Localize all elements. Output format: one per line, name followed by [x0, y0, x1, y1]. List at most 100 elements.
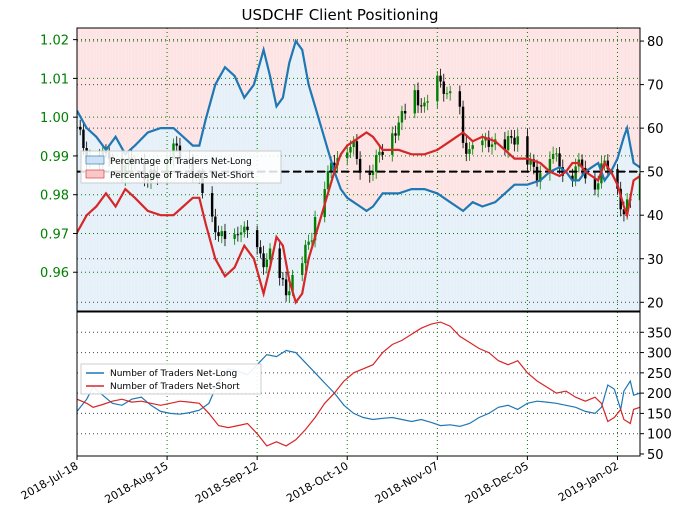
- candle-body: [426, 101, 429, 103]
- candle-body: [400, 110, 404, 123]
- bottom-series-lines: [77, 321, 640, 447]
- top-legend: Percentage of Traders Net-Long Percentag…: [80, 150, 282, 184]
- candle-body: [284, 279, 288, 296]
- left-axis: 0.96 0.97 0.98 0.99 1.00 1.01 1.02: [40, 34, 77, 281]
- net-long-percentage-line: [77, 38, 640, 213]
- candle-body: [622, 209, 626, 215]
- candle-body: [593, 178, 597, 190]
- candle-body: [307, 241, 310, 245]
- x-axis: 2018-Jul-18 2018-Aug-15 2018-Sep-12 2018-Oc…: [19, 456, 621, 506]
- candle-body: [374, 155, 378, 172]
- candle-body: [513, 137, 516, 145]
- candle-body: [301, 263, 304, 275]
- candle-body: [201, 176, 204, 194]
- candle-body: [420, 105, 423, 107]
- right-tick-label: 20: [647, 296, 664, 311]
- right-tick-label: 30: [647, 253, 664, 268]
- candle-body: [555, 153, 558, 155]
- left-tick-label: 1.01: [40, 72, 69, 87]
- right-tick-label: 70: [647, 79, 664, 94]
- left-tick-label: 0.99: [40, 150, 69, 165]
- candle-body: [371, 171, 375, 175]
- top-series-lines: [77, 38, 640, 305]
- candle-body: [484, 137, 487, 141]
- right-tick-label: 50: [647, 448, 664, 463]
- candle-body: [329, 162, 333, 172]
- candle-body: [458, 91, 462, 107]
- x-tick-label: 2018-Sep-12: [193, 459, 261, 506]
- candle-body: [574, 166, 577, 180]
- candle-body: [532, 159, 536, 167]
- candle-body: [79, 126, 82, 130]
- candle-body: [413, 90, 416, 114]
- x-tick-label: 2019-Jan-02: [556, 459, 621, 504]
- candle-body: [558, 153, 561, 168]
- candle-body: [175, 143, 178, 146]
- candle-body: [304, 244, 307, 264]
- candle-body: [529, 159, 532, 165]
- candle-body: [403, 110, 407, 114]
- candle-body: [313, 217, 317, 241]
- candle-body: [259, 247, 262, 254]
- candle-body: [539, 173, 542, 182]
- net-short-shaded-area: [77, 28, 640, 211]
- legend-swatch-net-short-pct: [85, 169, 105, 179]
- candle-body: [391, 133, 394, 155]
- candle-body: [239, 232, 243, 235]
- candle-body: [571, 175, 574, 180]
- candle-body: [596, 183, 600, 190]
- bottom-panel-frame: [76, 311, 641, 457]
- top-legend-box: [80, 150, 282, 184]
- x-tick-label: 2018-Aug-15: [102, 459, 170, 506]
- right-tick-label: 60: [647, 122, 664, 137]
- right-tick-label: 300: [647, 347, 672, 362]
- left-tick-label: 0.98: [40, 189, 69, 204]
- candle-body: [535, 166, 539, 182]
- x-tick-label: 2018-Oct-10: [284, 459, 350, 505]
- candle-body: [210, 193, 214, 217]
- candle-body: [378, 151, 381, 156]
- candle-body: [288, 291, 291, 296]
- candle-body: [487, 137, 490, 147]
- net-long-count-line: [77, 349, 640, 428]
- candle-body: [471, 145, 474, 150]
- candle-body: [510, 136, 513, 138]
- bottom-legend-box: [80, 363, 262, 395]
- candle-body: [516, 136, 519, 145]
- x-tick-label: 2018-Dec-05: [463, 459, 531, 506]
- candle-body: [448, 91, 452, 94]
- candle-body: [233, 234, 236, 239]
- candle-body: [436, 75, 439, 102]
- candle-body: [349, 146, 352, 153]
- candle-body: [551, 154, 555, 159]
- legend-label-net-long-pct: Percentage of Traders Net-Long: [110, 157, 252, 167]
- candle-body: [77, 126, 79, 128]
- candle-body: [381, 151, 384, 155]
- candle-body: [439, 75, 442, 82]
- candle-body: [397, 122, 400, 136]
- right-tick-label: 250: [647, 367, 672, 382]
- candle-body: [265, 259, 269, 268]
- candle-body: [580, 159, 584, 168]
- candle-body: [236, 234, 240, 236]
- price-candlesticks: [77, 68, 640, 303]
- candle-body: [217, 232, 220, 237]
- top-panel-frame: [76, 27, 641, 312]
- candle-body: [638, 173, 640, 201]
- candle-body: [220, 231, 223, 237]
- candle-body: [352, 141, 355, 147]
- legend-label-net-short-pct: Percentage of Traders Net-Short: [110, 171, 255, 181]
- x-tick-label: 2018-Jul-18: [19, 459, 81, 502]
- candle-body: [526, 136, 529, 165]
- candle-body: [346, 152, 349, 159]
- candle-body: [214, 216, 217, 233]
- right-axis-top: 20 30 40 50 60 70 80: [640, 35, 664, 311]
- bottom-legend: Number of Traders Net-Long Number of Tra…: [80, 363, 262, 395]
- candle-body: [255, 230, 259, 248]
- right-tick-label: 350: [647, 326, 672, 341]
- left-tick-label: 1.02: [40, 34, 69, 49]
- candle-body: [310, 240, 314, 242]
- candle-body: [416, 90, 420, 106]
- right-tick-label: 80: [647, 35, 664, 50]
- candle-body: [445, 93, 449, 95]
